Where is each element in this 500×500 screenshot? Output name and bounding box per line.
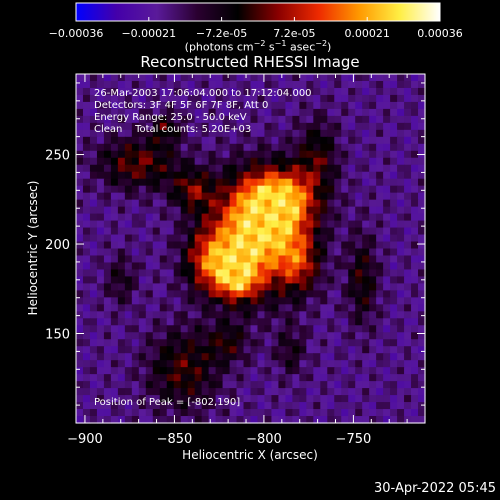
colorbar-tick-label: −0.00036	[49, 27, 104, 40]
y-axis-label: Heliocentric Y (arcsec)	[26, 180, 40, 316]
colorbar-tick-label: 0.00021	[344, 27, 390, 40]
peak-position-label: Position of Peak = [-802,190]	[94, 397, 241, 408]
colorbar-tick-label: −0.00021	[121, 27, 176, 40]
colorbar-tick-label: −7.2e-05	[196, 27, 247, 40]
x-tick-label: −750	[336, 432, 372, 447]
x-axis-label: Heliocentric X (arcsec)	[182, 448, 318, 462]
annotation-time-range: 26-Mar-2003 17:06:04.000 to 17:12:04.000	[94, 88, 312, 99]
y-tick-label: 200	[45, 238, 70, 253]
annotation-energy-range: Energy Range: 25.0 - 50.0 keV	[94, 112, 247, 123]
annotation-detectors: Detectors: 3F 4F 5F 6F 7F 8F, Att 0	[94, 100, 269, 111]
footer-timestamp: 30-Apr-2022 05:45	[374, 481, 496, 496]
x-tick-label: −800	[246, 432, 282, 447]
plot-frame	[75, 73, 426, 424]
colorbar-tick-label: 0.00036	[417, 27, 463, 40]
x-tick-label: −850	[157, 432, 193, 447]
y-tick-label: 150	[45, 328, 70, 343]
colorbar-tick-label: 7.2e-05	[273, 27, 315, 40]
heatmap-image	[76, 74, 426, 424]
x-tick-label: −900	[67, 432, 103, 447]
axis-ticks: −900 −850 −800 −750 150 200 250	[45, 74, 425, 447]
colorbar	[75, 2, 441, 22]
annotation-clean-counts: Clean Total counts: 5.20E+03	[94, 124, 252, 135]
colorbar-ticks: −0.00036 −0.00021 −7.2e-05 7.2e-05 0.00021 0.…	[49, 17, 463, 40]
y-tick-label: 250	[45, 149, 70, 164]
colorbar-unit-label: (photons cm−2 s−1 asec−2)	[184, 39, 332, 54]
chart-title: Reconstructed RHESSI Image	[140, 53, 360, 71]
